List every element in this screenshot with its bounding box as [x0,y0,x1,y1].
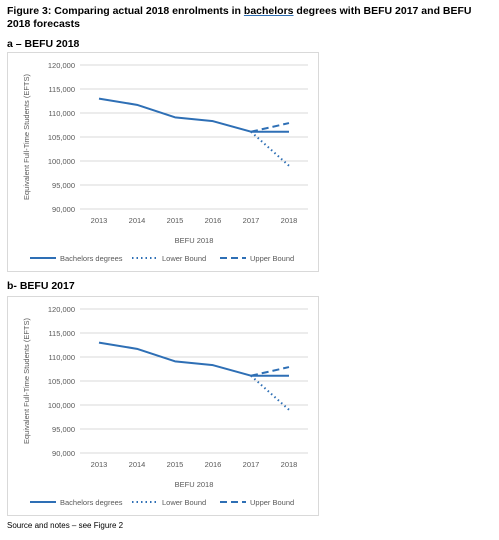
figure-title: Figure 3: Comparing actual 2018 enrolmen… [7,5,492,31]
panel-label-b: b- BEFU 2017 [7,280,75,292]
x-tick-label: 2018 [281,460,298,469]
chart-svg: 90,000 95,000 100,000 105,000 110,000 115,000… [22,61,308,263]
y-tick-label: 120,000 [48,305,75,314]
series-line-upper-bound [250,122,290,133]
y-tick-label: 90,000 [52,449,75,458]
legend-label: Bachelors degrees [60,498,123,507]
y-tick-label: 115,000 [48,85,75,94]
x-tick-label: 2013 [91,216,108,225]
series-line-bachelors-degrees [98,341,289,377]
x-axis-title: BEFU 2018 [175,236,214,245]
legend-label: Lower Bound [162,254,206,263]
x-tick-label: 2014 [129,460,146,469]
y-tick-label: 100,000 [48,401,75,410]
x-tick-label: 2017 [243,460,260,469]
x-tick-label: 2014 [129,216,146,225]
y-tick-label: 90,000 [52,205,75,214]
figure-title-underlined-word: bachelors [243,5,294,17]
y-tick-label: 110,000 [48,109,75,118]
y-tick-label: 120,000 [48,61,75,70]
x-tick-label: 2016 [205,216,222,225]
figure-title-start: Figure 3: Comparing actual 2018 enrolmen… [7,5,244,17]
figure-title-end: degrees with BEFU 2017 and BEFU 2018 for… [7,5,472,30]
chart-a: 90,000 95,000 100,000 105,000 110,000 115,000… [7,52,319,272]
y-axis-title: Equivalent Full-Time Students (EFTS) [22,73,31,200]
x-tick-label: 2016 [205,460,222,469]
x-tick-label: 2017 [243,216,260,225]
x-tick-label: 2015 [167,216,184,225]
series-line-bachelors-degrees [98,97,289,133]
legend-label: Upper Bound [250,254,294,263]
legend-label: Bachelors degrees [60,254,123,263]
y-tick-label: 105,000 [48,133,75,142]
chart-svg: 90,000 95,000 100,000 105,000 110,000 115,000… [22,305,308,507]
series-line-upper-bound [250,366,290,377]
y-tick-label: 105,000 [48,377,75,386]
source-note: Source and notes – see Figure 2 [7,521,124,530]
y-tick-label: 95,000 [52,425,75,434]
chart-b: 90,000 95,000 100,000 105,000 110,000 115,000… [7,296,319,516]
y-tick-label: 115,000 [48,329,75,338]
y-axis-title: Equivalent Full-Time Students (EFTS) [22,317,31,444]
y-tick-label: 95,000 [52,181,75,190]
y-tick-label: 100,000 [48,157,75,166]
x-tick-label: 2013 [91,460,108,469]
legend-label: Upper Bound [250,498,294,507]
x-tick-label: 2015 [167,460,184,469]
legend-label: Lower Bound [162,498,206,507]
x-tick-label: 2018 [281,216,298,225]
y-tick-label: 110,000 [48,353,75,362]
panel-label-a: a – BEFU 2018 [7,38,80,50]
x-axis-title: BEFU 2018 [175,480,214,489]
